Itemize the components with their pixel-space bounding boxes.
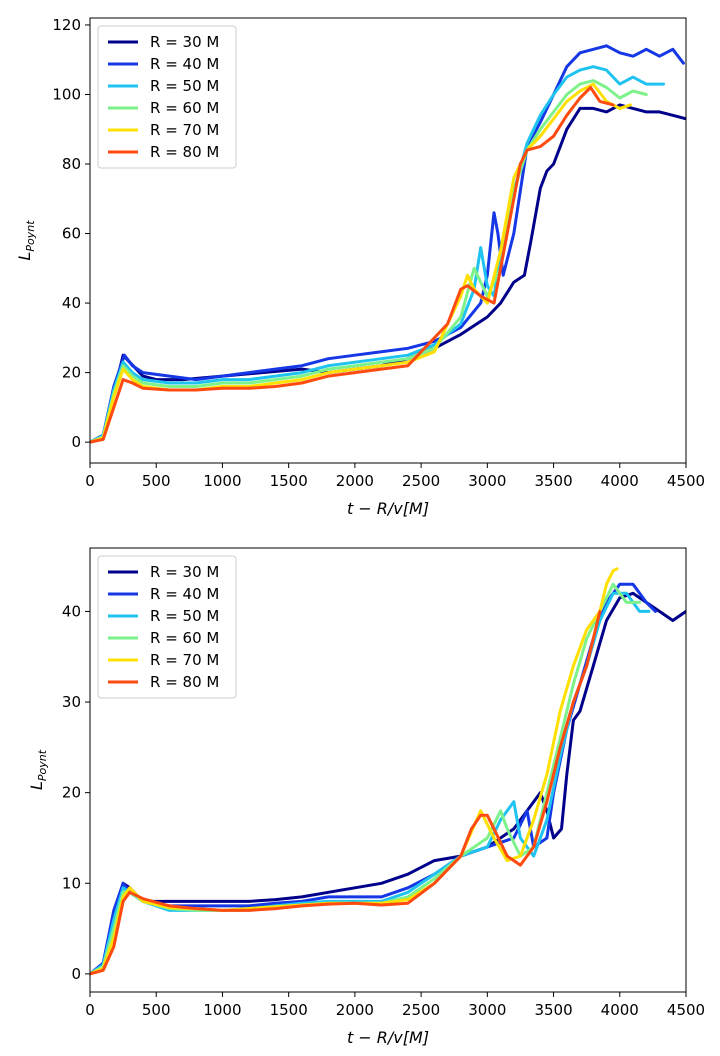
legend-box [97,555,237,699]
legend-label-4: R = 60 M [150,99,219,117]
y-axis-label: LPoynt [27,749,49,790]
series-line-6 [90,86,615,444]
x-tick-label: 4000 [601,472,639,490]
x-tick-label: 2500 [402,1001,440,1019]
x-tick-label: 0 [85,1001,95,1019]
x-tick-label: 1000 [203,472,241,490]
series-line-1 [90,103,686,444]
x-axis-label: t − R/v[M] [347,499,429,518]
x-tick-label: 3500 [534,1001,572,1019]
legend: R = 30 M R = 40 M R = 50 M R = 60 M R = 70 M… [97,25,237,169]
y-tick-label: 0 [71,965,81,983]
legend-label-5: R = 70 M [150,651,219,669]
legend: R = 30 M R = 40 M R = 50 M R = 60 M R = 70 M… [97,555,237,699]
x-tick-label: 2000 [336,1001,374,1019]
legend-label-6: R = 80 M [150,673,219,691]
x-tick-label: 3500 [534,472,572,490]
legend-box [97,25,237,169]
y-axis-label-main: L [27,781,46,790]
x-tick-label: 2500 [402,472,440,490]
y-axis-label-subscript: Poynt [36,749,49,781]
series-line-2 [90,44,685,444]
x-tick-label: 500 [142,1001,171,1019]
x-tick-label: 4500 [667,1001,705,1019]
legend-label-2: R = 40 M [150,585,219,603]
y-tick-label: 40 [62,294,81,312]
series-line-3 [90,65,665,444]
series-group [90,567,686,976]
y-tick-label: 20 [62,784,81,802]
legend-label-6: R = 80 M [150,143,219,161]
y-tick-label: 0 [71,433,81,451]
legend-label-3: R = 50 M [150,607,219,625]
x-tick-label: 4500 [667,472,705,490]
legend-label-3: R = 50 M [150,77,219,95]
y-axis-label: LPoynt [15,220,37,261]
x-tick-label: 2000 [336,472,374,490]
y-tick-label: 120 [52,16,81,34]
plot-frame [89,17,687,464]
y-axis-label-main: L [15,252,34,261]
top-chart: 0 500 1000 1500 2000 2500 3000 3500 4000 4500 0 20 4… [15,16,705,518]
x-tick-label: 0 [85,472,95,490]
x-tick-label: 500 [142,472,171,490]
y-tick-label: 60 [62,225,81,243]
plot-frame [89,547,687,993]
legend-label-1: R = 30 M [150,563,219,581]
y-tick-label: 100 [52,85,81,103]
y-tick-label: 10 [62,874,81,892]
series-line-6 [90,609,602,976]
y-tick-label: 20 [62,364,81,382]
x-tick-label: 1500 [270,1001,308,1019]
x-tick-label: 4000 [601,1001,639,1019]
x-tick-label: 1500 [270,472,308,490]
legend-label-5: R = 70 M [150,121,219,139]
y-tick-label: 80 [62,155,81,173]
y-tick-label: 40 [62,602,81,620]
series-line-5 [90,567,619,976]
x-tick-label: 1000 [203,1001,241,1019]
bottom-chart: 0 500 1000 1500 2000 2500 3000 3500 4000 4500 0 10 2… [27,547,705,1047]
y-axis-label-subscript: Poynt [24,220,37,252]
legend-label-1: R = 30 M [150,33,219,51]
x-axis-label: t − R/v[M] [347,1028,429,1047]
legend-label-4: R = 60 M [150,629,219,647]
x-tick-label: 3000 [468,472,506,490]
x-tick-label: 3000 [468,1001,506,1019]
legend-label-2: R = 40 M [150,55,219,73]
y-tick-label: 30 [62,693,81,711]
series-group [90,44,686,444]
